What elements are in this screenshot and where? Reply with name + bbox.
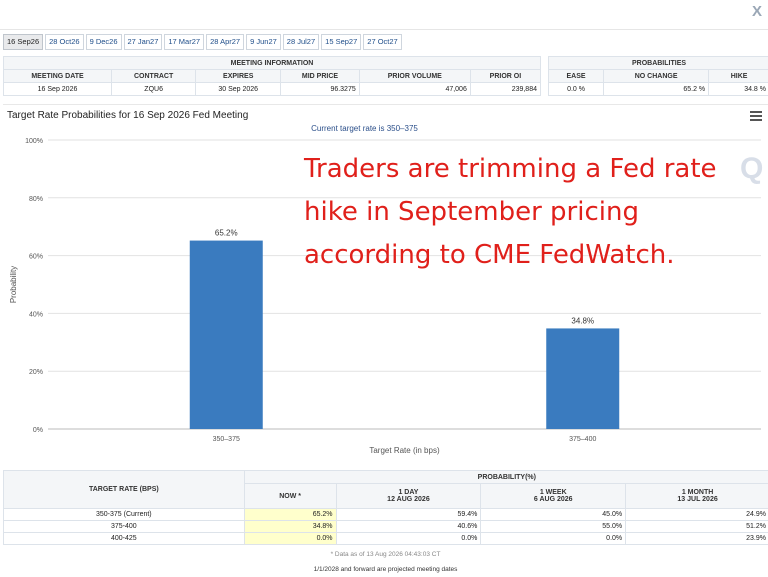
col-1-week: 1 WEEK 6 AUG 2026 <box>480 483 627 509</box>
col-expires: EXPIRES <box>195 69 282 83</box>
target-rate-header: TARGET RATE (BPS) <box>3 470 245 509</box>
month-cell: 24.9% <box>625 508 768 521</box>
tab-27-oct27[interactable]: 27 Oct27 <box>363 34 402 50</box>
y-tick-label: 60% <box>29 254 43 261</box>
col-1-day: 1 DAY 12 AUG 2026 <box>335 483 482 509</box>
y-tick-label: 100% <box>25 138 43 145</box>
ease-cell: 0.0 % <box>547 82 605 96</box>
y-tick-label: 20% <box>29 369 43 376</box>
day-cell: 40.6% <box>335 520 482 533</box>
y-tick-label: 0% <box>33 427 43 434</box>
meeting-information-table: MEETING INFORMATION MEETING DATE CONTRAC… <box>2 56 542 96</box>
tab-27-jan27[interactable]: 27 Jan27 <box>123 34 163 50</box>
meeting-date-cell: 16 Sep 2026 <box>2 82 113 96</box>
bar-value-label: 65.2% <box>215 229 238 238</box>
col-no-change: NO CHANGE <box>603 69 710 83</box>
col-prior-volume: PRIOR VOLUME <box>358 69 471 83</box>
meeting-date-tabs: 16 Sep26 28 Oct26 9 Dec26 27 Jan27 17 Ma… <box>3 34 402 50</box>
watermark-logo: Q <box>740 152 763 185</box>
y-tick-label: 80% <box>29 196 43 203</box>
close-icon[interactable]: X <box>752 3 763 20</box>
target-rate-section: TARGET RATE (BPS) PROBABILITY(%) NOW * 1… <box>3 469 768 577</box>
contract-cell: ZQU6 <box>111 82 197 96</box>
week-cell: 55.0% <box>480 520 627 533</box>
overlay-caption-line: according to CME FedWatch. <box>304 240 675 270</box>
prior-volume-cell: 47,006 <box>358 82 471 96</box>
month-cell: 23.9% <box>625 532 768 545</box>
col-ease: EASE <box>547 69 605 83</box>
meeting-info-title: MEETING INFORMATION <box>3 56 541 70</box>
x-axis-label: Target Rate (in bps) <box>369 446 440 455</box>
day-cell: 59.4% <box>335 508 482 521</box>
rate-cell: 375-400 <box>3 520 245 533</box>
col-mid-price: MID PRICE <box>280 69 360 83</box>
table-row: 16 Sep 2026 ZQU6 30 Sep 2026 96.3275 47,… <box>2 82 542 96</box>
y-tick-label: 40% <box>29 311 43 318</box>
col-1-month: 1 MONTH 13 JUL 2026 <box>625 483 768 509</box>
tab-16-sep26[interactable]: 16 Sep26 <box>3 34 44 50</box>
data-as-of-note: * Data as of 13 Aug 2026 04:43:03 CT <box>330 551 441 558</box>
table-row: 400-425 0.0% 0.0% 0.0% 23.9% <box>3 532 768 545</box>
table-row: 350-375 (Current) 65.2% 59.4% 45.0% 24.9… <box>3 508 768 521</box>
chart-panel: Current target rate is 350–375 0% 20% 40% 60… <box>3 104 768 466</box>
now-cell: 65.2% <box>243 508 337 521</box>
expires-cell: 30 Sep 2026 <box>195 82 282 96</box>
x-tick-label: 350–375 <box>213 436 240 443</box>
chart-title: Target Rate Probabilities for 16 Sep 202… <box>7 110 249 121</box>
probabilities-table: PROBABILITIES EASE NO CHANGE HIKE 0.0 % … <box>547 56 768 96</box>
now-cell: 0.0% <box>243 532 337 545</box>
mid-price-cell: 96.3275 <box>280 82 360 96</box>
col-contract: CONTRACT <box>111 69 197 83</box>
tab-17-mar27[interactable]: 17 Mar27 <box>164 34 205 50</box>
day-cell: 0.0% <box>335 532 482 545</box>
week-cell: 45.0% <box>480 508 627 521</box>
projected-dates-note: 1/1/2028 and forward are projected meeti… <box>313 566 458 573</box>
month-cell: 51.2% <box>625 520 768 533</box>
hike-cell: 34.8 % <box>708 82 768 96</box>
col-meeting-date: MEETING DATE <box>2 69 113 83</box>
tab-9-dec26[interactable]: 9 Dec26 <box>85 34 122 50</box>
col-hike: HIKE <box>708 69 768 83</box>
probabilities-title: PROBABILITIES <box>548 56 768 70</box>
now-cell: 34.8% <box>243 520 337 533</box>
tab-28-apr27[interactable]: 28 Apr27 <box>206 34 245 50</box>
probability-header: PROBABILITY(%) <box>243 469 768 485</box>
rate-cell: 400-425 <box>3 532 245 545</box>
rate-cell: 350-375 (Current) <box>3 508 245 521</box>
bar <box>189 240 263 429</box>
overlay-caption-line: Traders are trimming a Fed rate <box>303 154 717 184</box>
bar-value-label: 34.8% <box>571 316 594 325</box>
prior-oi-cell: 239,884 <box>469 82 542 96</box>
tab-28-oct26[interactable]: 28 Oct26 <box>45 34 84 50</box>
week-cell: 0.0% <box>480 532 627 545</box>
no-change-cell: 65.2 % <box>603 82 710 96</box>
x-tick-label: 375–400 <box>569 436 596 443</box>
bar <box>546 328 620 429</box>
overlay-caption-line: hike in September pricing <box>304 197 639 227</box>
tab-28-jul27[interactable]: 28 Jul27 <box>282 34 320 50</box>
chart-menu-icon[interactable] <box>750 111 762 121</box>
table-row: 0.0 % 65.2 % 34.8 % <box>547 82 768 96</box>
window-top-bar: X <box>0 0 768 30</box>
y-axis-label: Probability <box>9 266 18 303</box>
col-prior-oi: PRIOR OI <box>469 69 542 83</box>
probability-bar-chart: Current target rate is 350–375 0% 20% 40% 60… <box>9 124 763 455</box>
chart-subtitle: Current target rate is 350–375 <box>311 124 418 133</box>
tab-15-sep27[interactable]: 15 Sep27 <box>321 34 362 50</box>
tab-9-jun27[interactable]: 9 Jun27 <box>246 34 281 50</box>
table-row: 375-400 34.8% 40.6% 55.0% 51.2% <box>3 520 768 533</box>
col-now: NOW * <box>243 483 337 509</box>
target-rate-table: TARGET RATE (BPS) PROBABILITY(%) NOW * 1… <box>3 469 768 545</box>
